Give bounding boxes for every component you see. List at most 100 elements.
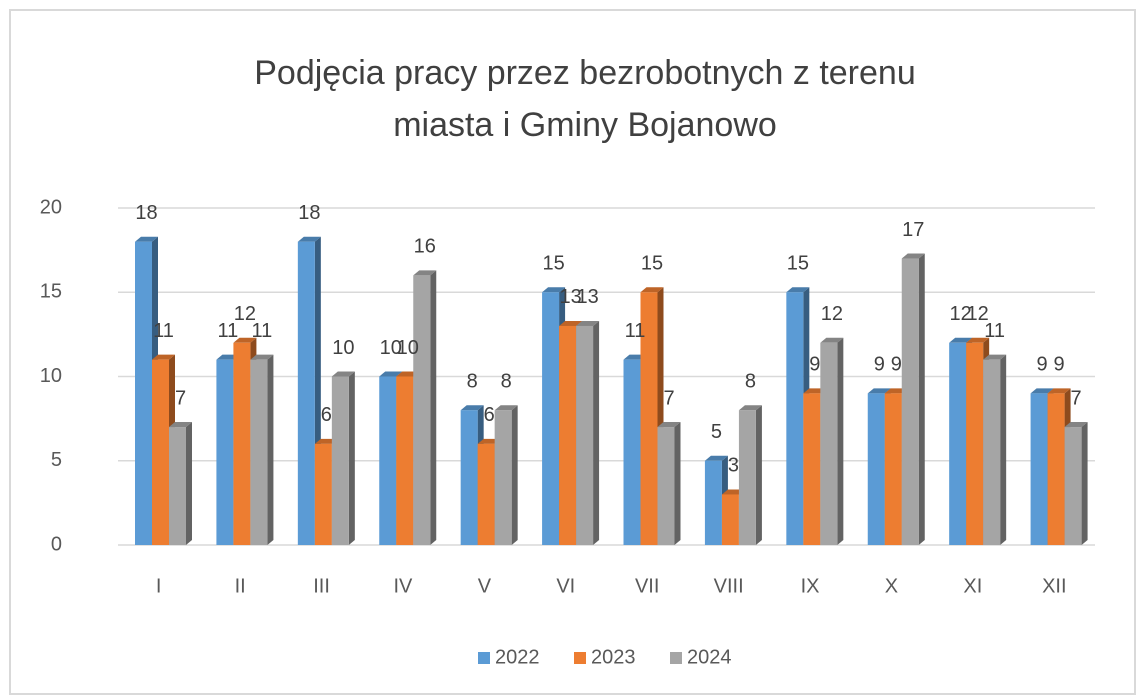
data-label: 11 <box>984 320 1005 342</box>
bar <box>576 320 600 545</box>
bar-face <box>1064 427 1082 545</box>
bar-face <box>494 405 518 411</box>
bar-face <box>169 422 192 428</box>
bar-face <box>413 275 431 545</box>
bar-face <box>640 292 658 545</box>
legend-swatch <box>574 652 586 664</box>
x-tick-label: VI <box>556 575 575 597</box>
data-label: 12 <box>967 303 989 325</box>
x-tick-label: XI <box>963 575 982 597</box>
bar <box>738 405 762 545</box>
bar-face <box>250 359 268 545</box>
bar-face <box>786 292 804 545</box>
bar-face <box>983 359 1001 545</box>
bar-face <box>983 354 1007 360</box>
data-label: 8 <box>467 370 478 392</box>
bar-face <box>233 337 257 343</box>
bar-face <box>803 393 821 545</box>
bar <box>901 253 925 546</box>
bar-face <box>297 236 321 242</box>
bar-face <box>867 388 891 394</box>
bar-face <box>820 342 838 545</box>
legend-swatch <box>670 652 682 664</box>
bar-face <box>901 258 919 545</box>
data-label: 12 <box>950 303 972 325</box>
data-label: 7 <box>1071 387 1082 409</box>
bar-face <box>918 253 925 546</box>
chart-title: miasta i Gminy Bojanowo <box>393 106 777 144</box>
bar-face <box>576 325 594 545</box>
bar-face <box>348 371 355 545</box>
bar-face <box>576 320 600 326</box>
data-label: 18 <box>135 202 157 224</box>
data-label: 18 <box>298 202 320 224</box>
x-tick-label: XII <box>1042 575 1066 597</box>
bar-face <box>477 443 495 545</box>
bar-face <box>379 371 403 377</box>
bar-face <box>297 241 315 545</box>
bar <box>331 371 355 545</box>
data-label: 12 <box>234 303 256 325</box>
data-label: 9 <box>891 354 902 376</box>
data-label: 16 <box>414 236 436 258</box>
x-tick-label: VIII <box>714 575 744 597</box>
bar-face <box>640 287 664 293</box>
bar <box>657 422 681 545</box>
x-tick-label: III <box>313 575 330 597</box>
bar-face <box>867 393 885 545</box>
bar-face <box>267 354 274 545</box>
x-tick-label: X <box>885 575 898 597</box>
bar-face <box>331 371 355 377</box>
bar-face <box>1000 354 1007 545</box>
bar-face <box>949 342 967 545</box>
bar-face <box>413 270 437 276</box>
bar-face <box>250 354 274 360</box>
bar-face <box>1047 393 1065 545</box>
y-tick-label: 10 <box>40 365 62 387</box>
data-label: 9 <box>874 354 885 376</box>
bar-face <box>738 405 762 411</box>
bar-face <box>430 270 437 545</box>
bar-face <box>657 427 675 545</box>
bar-face <box>152 354 175 360</box>
data-label: 10 <box>397 337 419 359</box>
data-label: 9 <box>1054 354 1065 376</box>
bar-face <box>331 376 349 545</box>
bar-face <box>884 393 902 545</box>
data-label: 5 <box>711 421 722 443</box>
bar-face <box>559 320 583 326</box>
bar-face <box>704 460 722 545</box>
bar-face <box>314 443 332 545</box>
data-label: 15 <box>787 253 809 275</box>
legend-swatch <box>478 652 490 664</box>
x-tick-label: V <box>478 575 492 597</box>
y-tick-label: 5 <box>51 449 62 471</box>
bar-face <box>216 359 234 545</box>
x-tick-label: I <box>156 575 162 597</box>
bar-face <box>1030 393 1048 545</box>
x-tick-label: IX <box>801 575 820 597</box>
data-label: 15 <box>542 253 564 275</box>
bar-face <box>135 236 158 242</box>
bar <box>413 270 437 545</box>
data-label: 13 <box>559 286 581 308</box>
bar-face <box>966 342 984 545</box>
bar-face <box>559 325 577 545</box>
bar-face <box>542 292 560 545</box>
bar-face <box>949 337 973 343</box>
legend-label: 2023 <box>591 646 636 668</box>
bar-face <box>657 422 681 428</box>
bar-face <box>1081 422 1088 545</box>
bar-face <box>460 410 478 545</box>
bar-face <box>674 422 681 545</box>
data-label: 6 <box>484 404 495 426</box>
x-tick-label: IV <box>394 575 414 597</box>
bar-face <box>1030 388 1054 394</box>
data-label: 17 <box>902 219 924 241</box>
bar-face <box>755 405 762 545</box>
data-label: 9 <box>809 354 820 376</box>
bar-face <box>786 287 810 293</box>
bar-face <box>233 342 251 545</box>
bar-face <box>379 376 397 545</box>
bar-face <box>820 337 844 343</box>
